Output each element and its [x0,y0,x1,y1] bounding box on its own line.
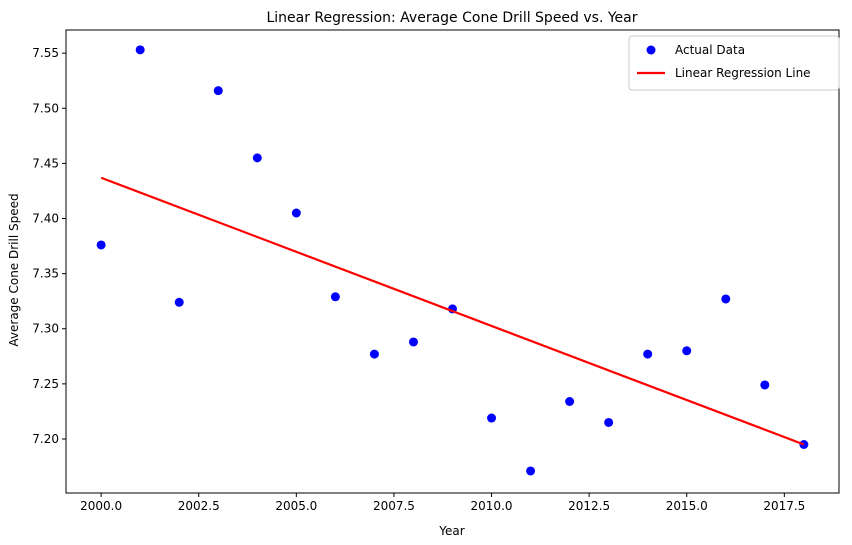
x-tick-label: 2007.5 [373,499,415,513]
data-point [96,240,106,250]
x-tick-label: 2012.5 [568,499,610,513]
data-point [252,153,262,163]
data-point [330,292,340,302]
x-tick-label: 2002.5 [178,499,220,513]
y-tick-label: 7.40 [32,212,59,226]
data-point [135,45,145,55]
legend-label-actual-data: Actual Data [675,43,745,57]
legend-box [628,35,840,91]
y-tick-label: 7.35 [32,267,59,281]
data-point [291,208,301,218]
data-point [487,413,497,423]
y-tick-label: 7.20 [32,432,59,446]
data-point [682,346,692,356]
x-tick-label: 2010.0 [471,499,513,513]
data-point [369,349,379,359]
x-tick-label: 2005.0 [275,499,317,513]
y-tick-label: 7.25 [32,377,59,391]
y-tick-label: 7.30 [32,322,59,336]
y-axis-title: Average Cone Drill Speed [7,193,21,346]
data-point [643,349,653,359]
legend-label-regression-line: Linear Regression Line [675,66,811,80]
data-point [174,297,184,307]
x-tick-label: 2000.0 [80,499,122,513]
x-axis-title: Year [438,524,464,538]
data-point [526,466,536,476]
data-point [760,380,770,390]
y-tick-label: 7.45 [32,156,59,170]
x-tick-label: 2017.5 [763,499,805,513]
y-tick-label: 7.50 [32,101,59,115]
y-tick-label: 7.55 [32,46,59,60]
legend: Actual Data Linear Regression Line [628,35,840,91]
axes-frame [65,29,840,494]
chart-title: Linear Regression: Average Cone Drill Sp… [266,10,637,26]
data-point [604,417,614,427]
plot-area: 2000.0 2002.5 2005.0 2007.5 2010.0 2012.5 2015… [32,29,840,513]
data-point [213,86,223,96]
x-tick-label: 2015.0 [666,499,708,513]
data-point [565,397,575,407]
data-point [721,294,731,304]
legend-marker-actual-data [646,45,656,55]
data-point [408,337,418,347]
regression-line [100,176,805,446]
